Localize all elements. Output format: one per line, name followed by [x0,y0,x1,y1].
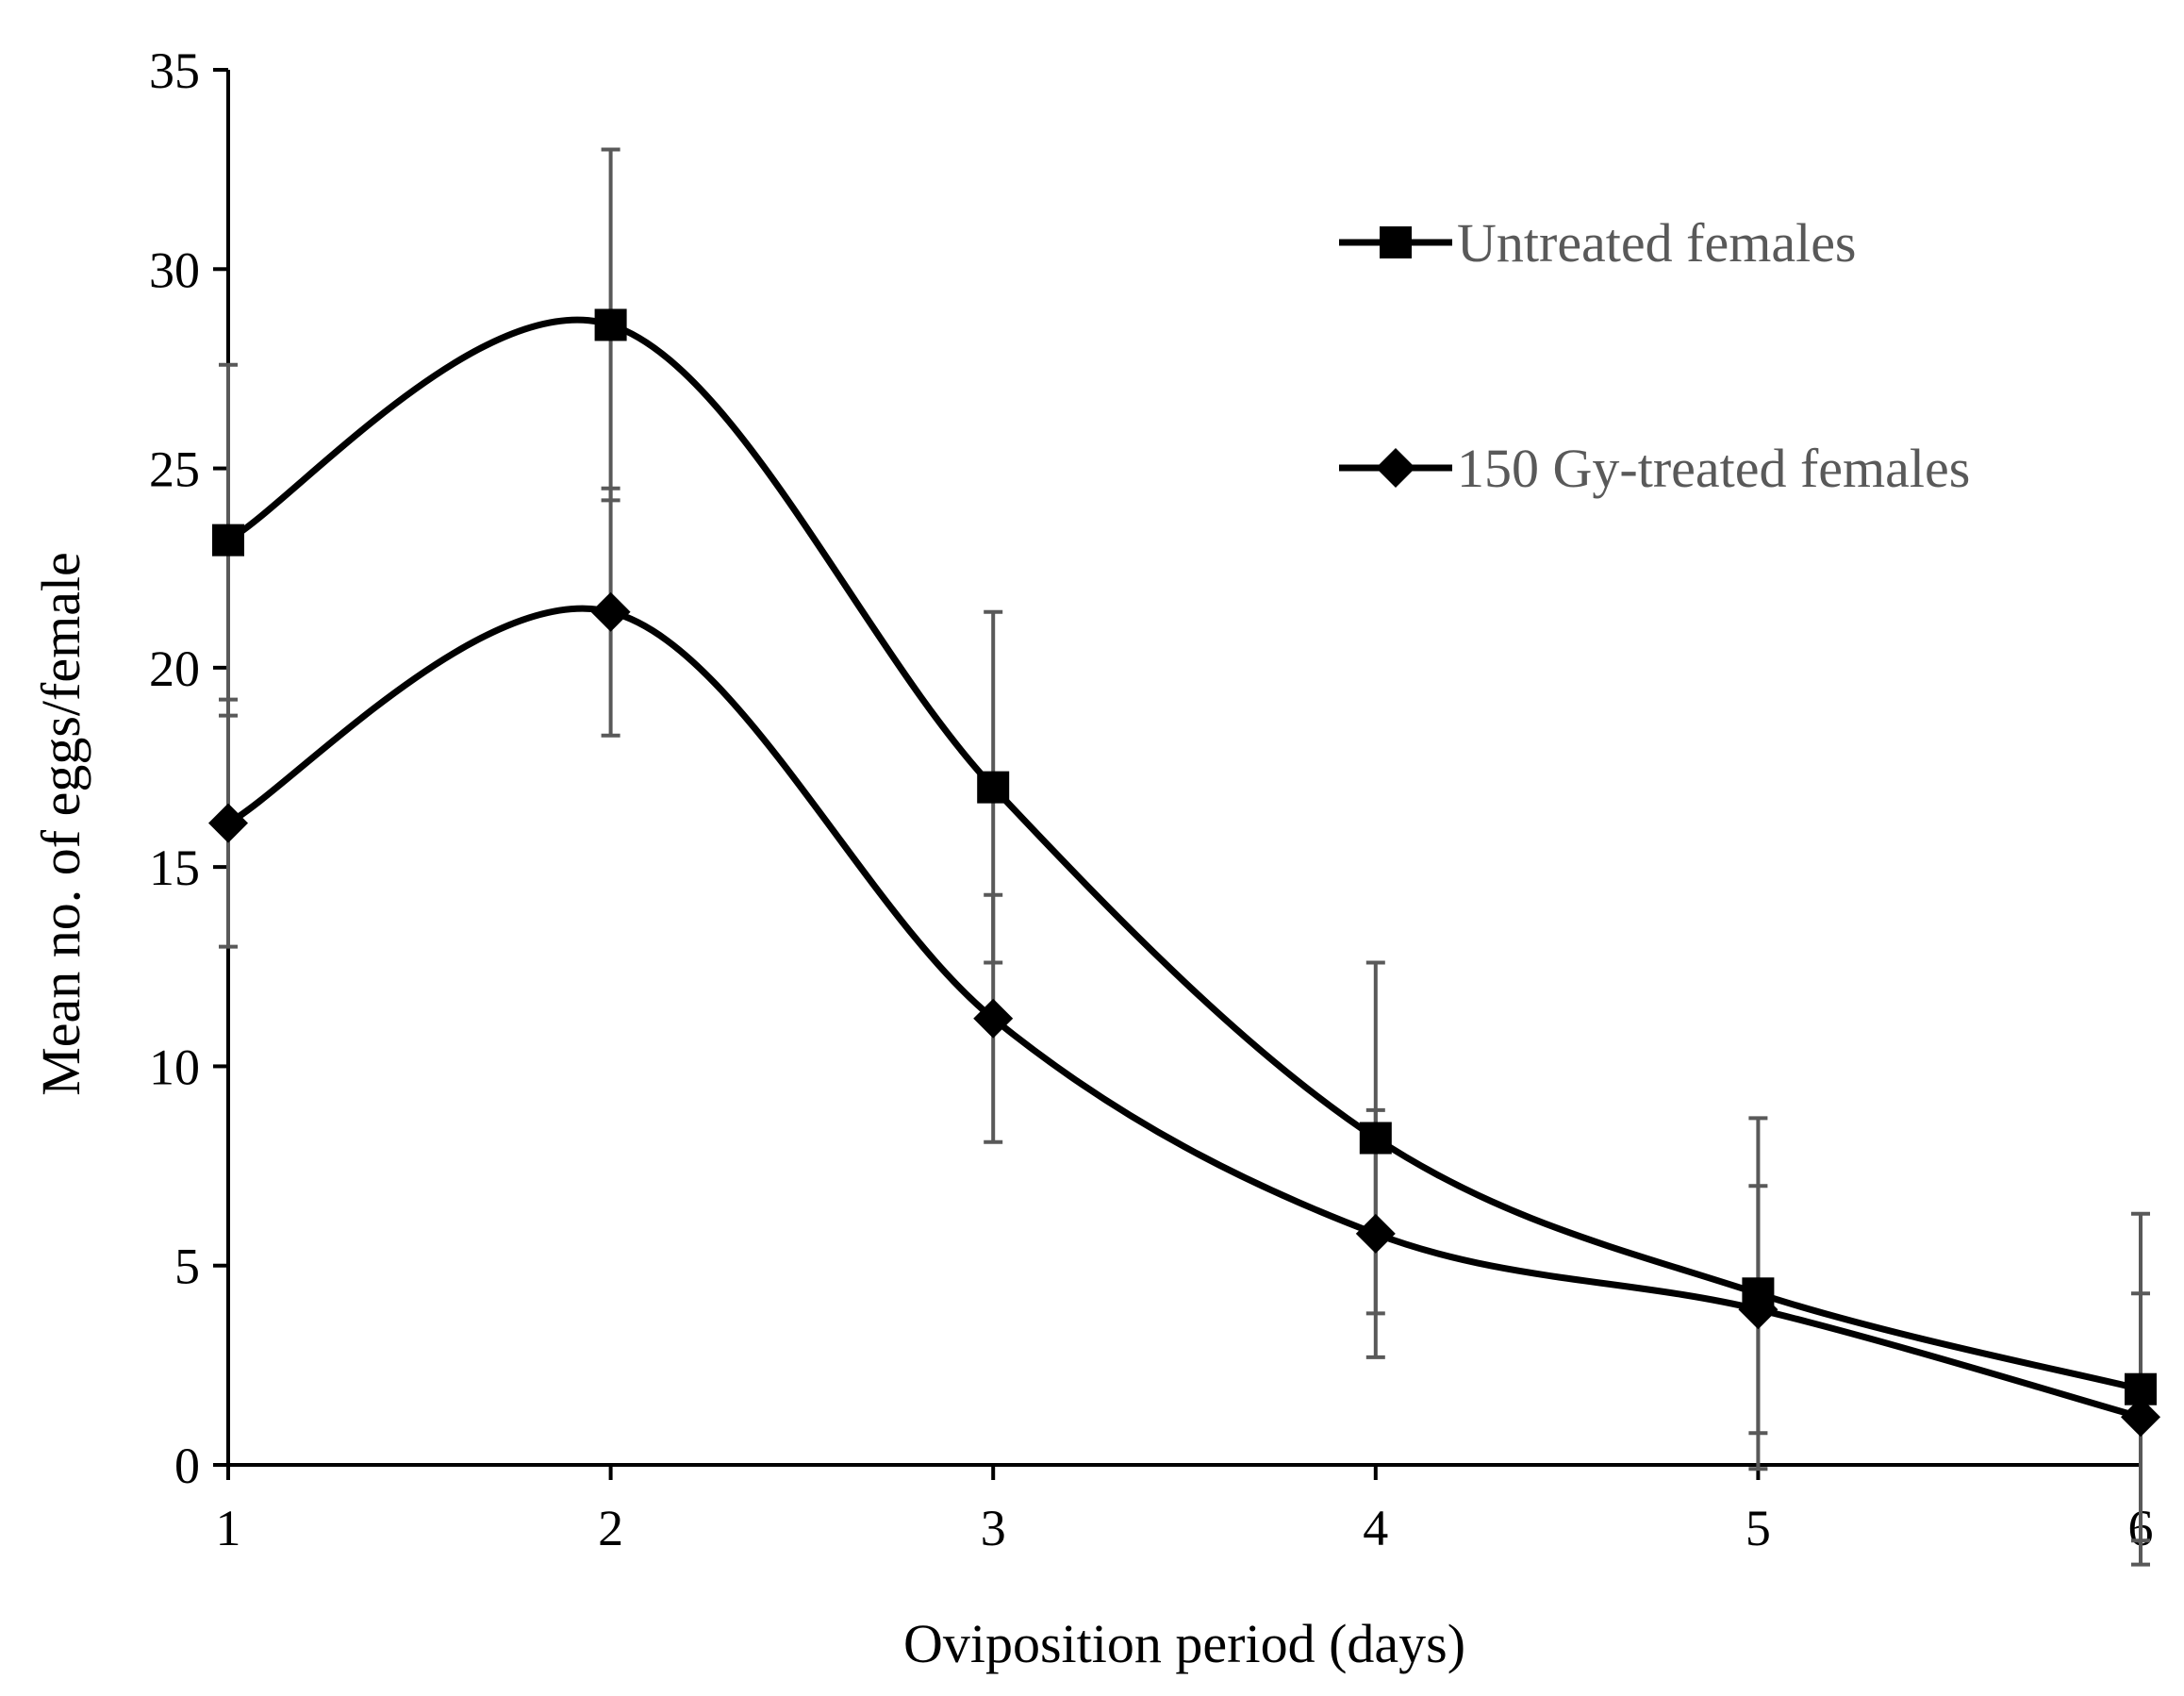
ticks-layer: 05101520253035123456 [149,42,2154,1556]
y-tick-label: 15 [149,840,200,896]
x-tick-label: 2 [598,1500,623,1556]
y-tick-label: 5 [174,1239,200,1295]
y-tick-label: 30 [149,241,200,298]
y-axis-title: Mean no. of eggs/female [30,552,91,1096]
diamond-marker [1738,1289,1779,1330]
x-tick-label: 4 [1363,1500,1388,1556]
y-tick-label: 20 [149,640,200,697]
legend-square-marker [1380,226,1412,258]
legend-label: Untreated females [1457,212,1857,274]
diamond-marker [208,803,248,843]
y-tick-label: 10 [149,1039,200,1095]
x-tick-label: 5 [1746,1500,1771,1556]
legend-label: 150 Gy-treated females [1457,438,1970,499]
x-tick-label: 3 [981,1500,1006,1556]
y-tick-label: 0 [174,1438,200,1494]
square-marker [594,308,627,341]
diamond-marker [1355,1213,1396,1254]
legend-diamond-marker [1376,448,1415,488]
diamond-marker [973,998,1014,1039]
axes-layer [226,70,2141,1467]
y-tick-label: 35 [149,42,200,99]
square-marker [1359,1122,1392,1155]
square-marker [212,524,244,557]
series-line-2 [226,605,2142,1421]
x-tick-label: 1 [216,1500,241,1556]
diamond-marker [2121,1397,2160,1438]
x-axis-title: Oviposition period (days) [903,1613,1465,1674]
diamond-marker [590,591,631,632]
square-marker [977,771,1010,804]
errorbars-layer [219,147,2150,1567]
legend: Untreated females 150 Gy-treated females [1339,212,1970,499]
y-tick-label: 25 [149,441,200,498]
markers-layer [208,308,2160,1438]
